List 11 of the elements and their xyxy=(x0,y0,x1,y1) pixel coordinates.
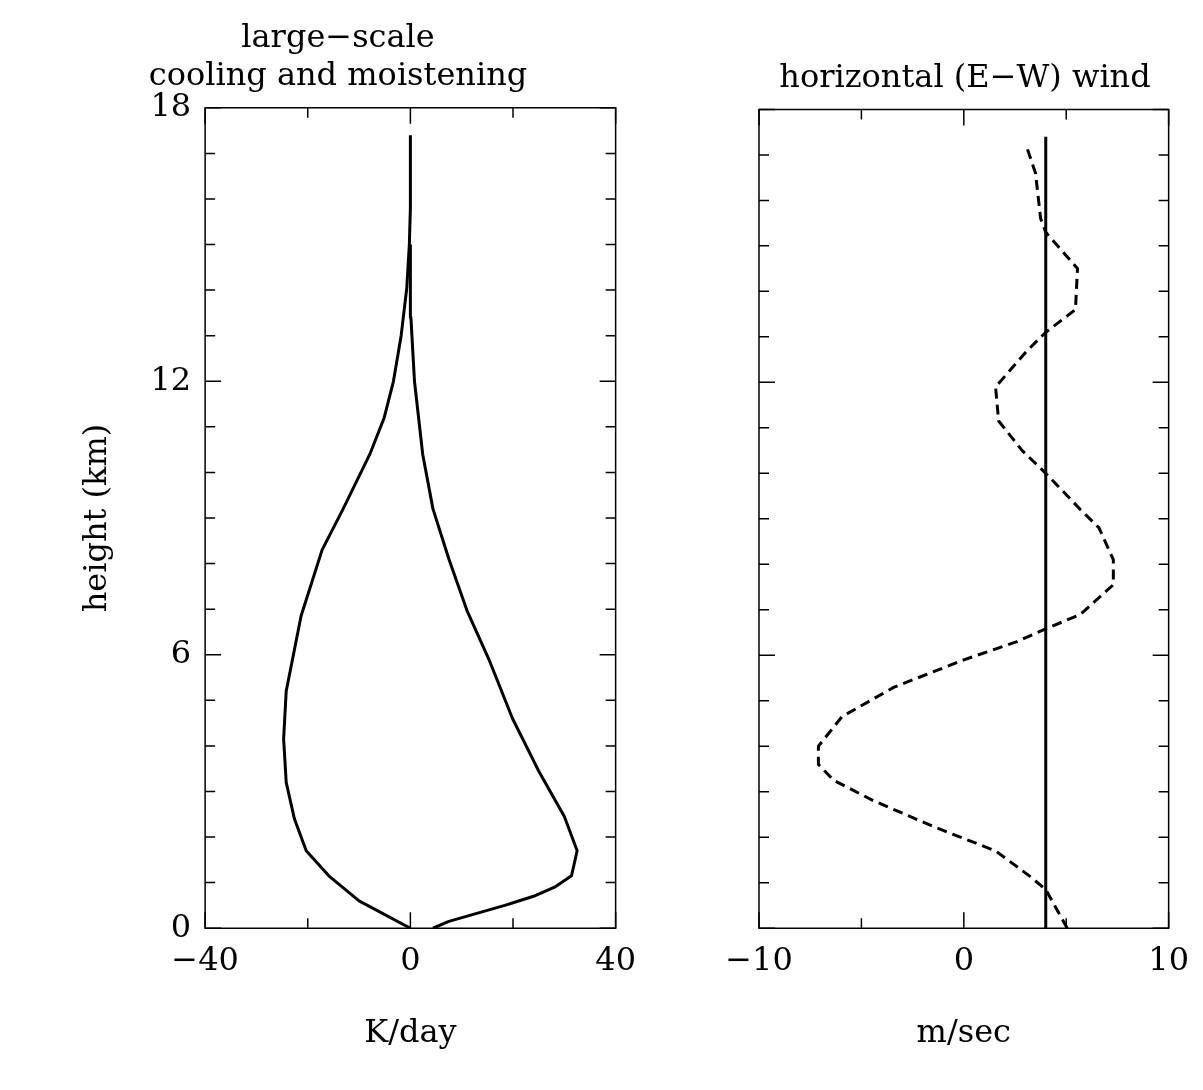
x-tick-label: 0 xyxy=(400,939,421,978)
y-axis-title: height (km) xyxy=(75,423,114,613)
y-tick-label: 12 xyxy=(150,359,192,398)
x-tick-label: 0 xyxy=(953,939,974,978)
x-tick-label: 40 xyxy=(595,939,636,978)
x-axis-title: K/day xyxy=(364,1012,457,1051)
chart-title: horizontal (E−W) wind xyxy=(779,56,1151,95)
x-axis-title: m/sec xyxy=(916,1012,1012,1051)
x-tick-label: −10 xyxy=(725,939,793,978)
y-tick-label: 6 xyxy=(170,633,192,672)
x-tick-label: 10 xyxy=(1148,939,1189,978)
